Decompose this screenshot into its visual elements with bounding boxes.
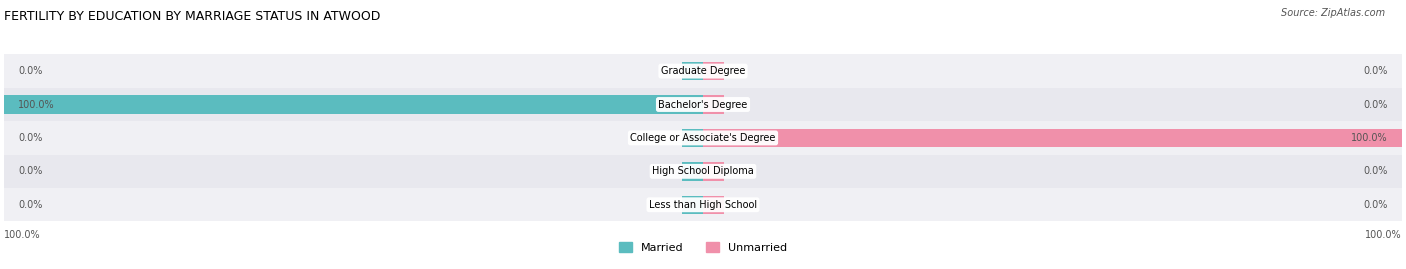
Bar [703,95,724,114]
Text: 100.0%: 100.0% [4,230,41,240]
Text: 0.0%: 0.0% [18,66,42,76]
Bar [703,196,724,214]
Bar [4,121,1402,155]
Bar [682,196,703,214]
Text: 100.0%: 100.0% [1351,133,1388,143]
Text: Bachelor's Degree: Bachelor's Degree [658,100,748,109]
Text: FERTILITY BY EDUCATION BY MARRIAGE STATUS IN ATWOOD: FERTILITY BY EDUCATION BY MARRIAGE STATU… [4,10,381,23]
Bar [703,162,724,180]
Bar [4,155,1402,188]
Bar [682,62,703,80]
Text: 100.0%: 100.0% [1365,230,1402,240]
Bar [4,88,1402,121]
Text: 0.0%: 0.0% [18,166,42,176]
Text: High School Diploma: High School Diploma [652,166,754,176]
Legend: Married, Unmarried: Married, Unmarried [614,238,792,257]
Text: 0.0%: 0.0% [1364,166,1388,176]
Text: 0.0%: 0.0% [18,200,42,210]
Bar [4,95,703,114]
Bar [682,162,703,180]
Text: 0.0%: 0.0% [1364,100,1388,109]
Text: Source: ZipAtlas.com: Source: ZipAtlas.com [1281,8,1385,18]
Bar [703,62,724,80]
Bar [4,188,1402,221]
Text: 0.0%: 0.0% [18,133,42,143]
Bar [682,129,703,147]
Text: Less than High School: Less than High School [650,200,756,210]
Text: 0.0%: 0.0% [1364,200,1388,210]
Bar [703,129,1402,147]
Text: College or Associate's Degree: College or Associate's Degree [630,133,776,143]
Text: 100.0%: 100.0% [18,100,55,109]
Text: 0.0%: 0.0% [1364,66,1388,76]
Bar [4,54,1402,88]
Text: Graduate Degree: Graduate Degree [661,66,745,76]
